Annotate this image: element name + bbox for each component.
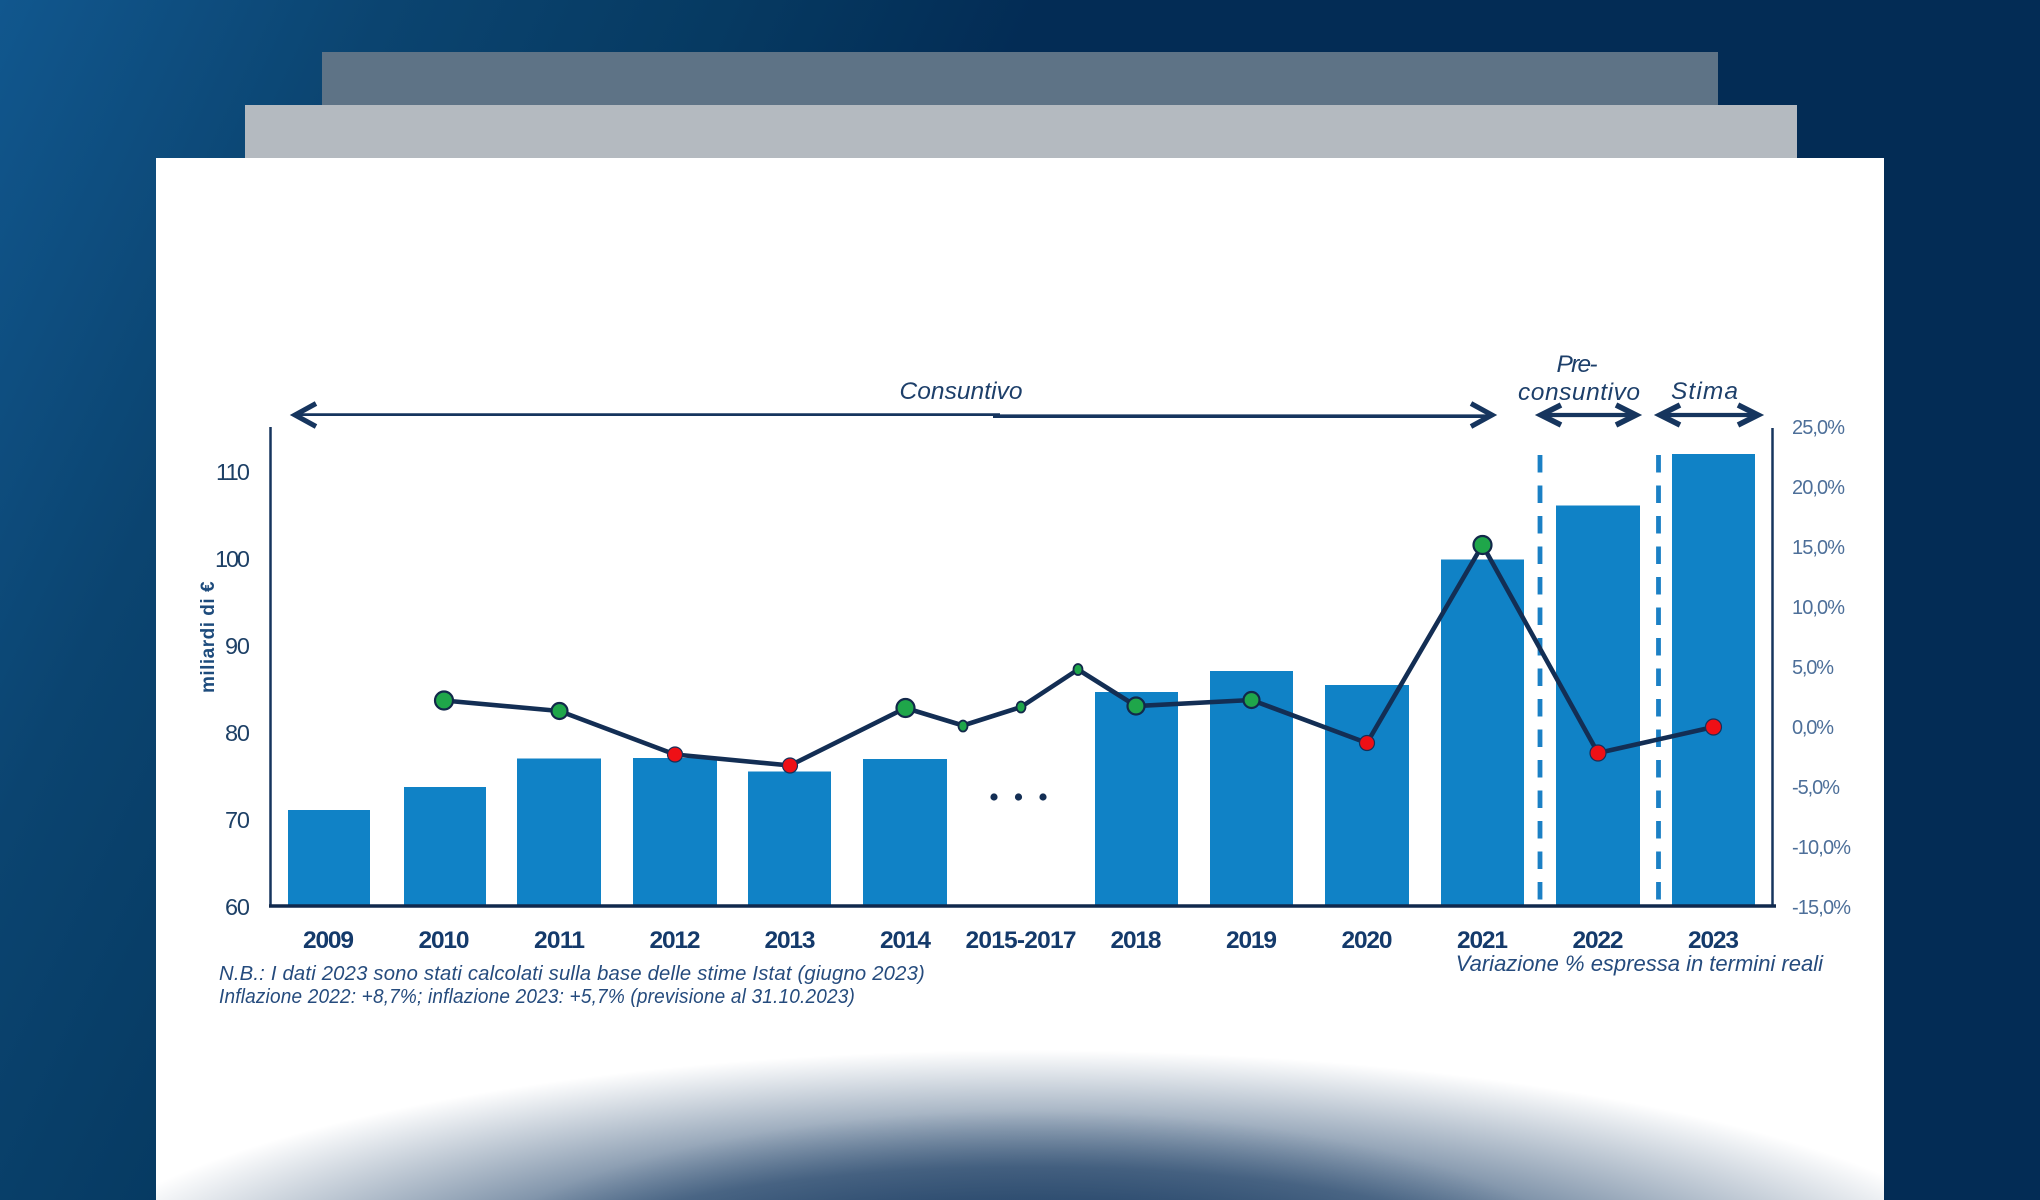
svg-text:Variazione % espressa in term: Variazione % espressa in termini reali: [1456, 951, 1824, 976]
svg-text:80: 80: [225, 720, 250, 746]
svg-text:Consuntivo: Consuntivo: [900, 378, 1023, 405]
svg-text:25,0%: 25,0%: [1792, 417, 1845, 439]
svg-text:miliardi di €: miliardi di €: [198, 581, 219, 693]
svg-text:2021: 2021: [1457, 927, 1508, 954]
svg-text:2011: 2011: [534, 927, 585, 954]
svg-text:N.B.: I dati 2023 sono stati c: N.B.: I dati 2023 sono stati calcolati s…: [219, 962, 925, 985]
svg-text:Stima: Stima: [1671, 378, 1738, 405]
svg-text:2020: 2020: [1342, 927, 1393, 954]
svg-text:2010: 2010: [419, 927, 470, 954]
svg-text:60: 60: [225, 894, 250, 920]
svg-text:2015-2017: 2015-2017: [966, 927, 1077, 954]
svg-text:90: 90: [225, 633, 250, 659]
svg-text:70: 70: [225, 807, 250, 833]
svg-text:15,0%: 15,0%: [1792, 537, 1845, 559]
svg-text:110: 110: [216, 459, 250, 485]
svg-text:20,0%: 20,0%: [1792, 477, 1845, 499]
svg-text:100: 100: [215, 546, 250, 572]
svg-text:2019: 2019: [1226, 927, 1277, 954]
svg-text:-5,0%: -5,0%: [1792, 777, 1840, 799]
svg-text:Inflazione 2022: +8,7%; inflaz: Inflazione 2022: +8,7%; inflazione 2023:…: [219, 985, 855, 1008]
svg-text:2012: 2012: [650, 927, 701, 954]
svg-text:2018: 2018: [1111, 927, 1162, 954]
svg-text:2022: 2022: [1573, 927, 1624, 954]
svg-text:2013: 2013: [765, 927, 816, 954]
svg-text:10,0%: 10,0%: [1792, 597, 1845, 619]
svg-text:2009: 2009: [303, 927, 354, 954]
svg-text:Pre-: Pre-: [1557, 351, 1598, 378]
svg-text:0,0%: 0,0%: [1792, 717, 1834, 739]
svg-text:consuntivo: consuntivo: [1518, 379, 1640, 406]
svg-text:2023: 2023: [1688, 927, 1739, 954]
svg-text:2014: 2014: [880, 927, 931, 954]
svg-text:-15,0%: -15,0%: [1792, 897, 1851, 919]
svg-text:-10,0%: -10,0%: [1792, 837, 1851, 859]
svg-text:5,0%: 5,0%: [1792, 657, 1834, 679]
